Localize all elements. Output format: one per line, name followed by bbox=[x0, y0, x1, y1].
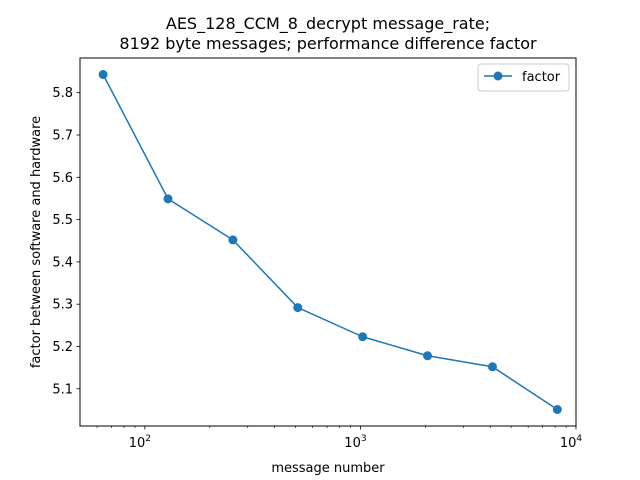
x-axis-ticks: 102 103 104 bbox=[96, 426, 583, 451]
y-tick-label: 5.4 bbox=[52, 255, 73, 270]
legend-box bbox=[477, 63, 570, 92]
y-axis-ticks: 5.1 5.2 5.3 5.4 5.5 5.6 5.7 5.8 bbox=[52, 86, 80, 397]
y-tick-label: 5.5 bbox=[52, 213, 73, 228]
x-tick-label: 102 bbox=[129, 434, 151, 451]
y-axis-label: factor between software and hardware bbox=[29, 116, 44, 368]
x-tick-label: 103 bbox=[344, 434, 366, 451]
data-point bbox=[358, 332, 368, 342]
y-tick-label: 5.2 bbox=[52, 340, 73, 355]
data-point bbox=[423, 351, 433, 361]
y-tick-label: 5.8 bbox=[52, 86, 73, 101]
data-point bbox=[98, 69, 108, 79]
data-point bbox=[163, 194, 173, 204]
data-point bbox=[487, 362, 497, 372]
data-point bbox=[293, 303, 303, 313]
data-point bbox=[228, 235, 238, 245]
series-line-factor bbox=[102, 74, 558, 411]
x-tick-exponent: 2 bbox=[145, 434, 151, 444]
y-tick-label: 5.3 bbox=[52, 298, 73, 313]
y-tick-label: 5.6 bbox=[52, 171, 73, 186]
x-axis-label: message number bbox=[271, 461, 385, 476]
y-tick-label: 5.1 bbox=[52, 382, 73, 397]
plot-frame bbox=[79, 57, 577, 427]
x-tick-exponent: 3 bbox=[361, 434, 367, 444]
legend: factor bbox=[477, 63, 570, 92]
x-tick-exponent: 4 bbox=[576, 434, 582, 444]
x-tick-label: 104 bbox=[560, 434, 583, 451]
plot-area bbox=[98, 69, 562, 415]
legend-marker-swatch bbox=[493, 71, 503, 81]
chart-title-line-1: AES_128_CCM_8_decrypt message_rate; bbox=[166, 14, 490, 34]
y-tick-label: 5.7 bbox=[52, 128, 73, 143]
legend-label-factor: factor bbox=[522, 70, 561, 85]
data-point bbox=[552, 405, 562, 415]
chart-title-line-2: 8192 byte messages; performance differen… bbox=[119, 34, 537, 53]
